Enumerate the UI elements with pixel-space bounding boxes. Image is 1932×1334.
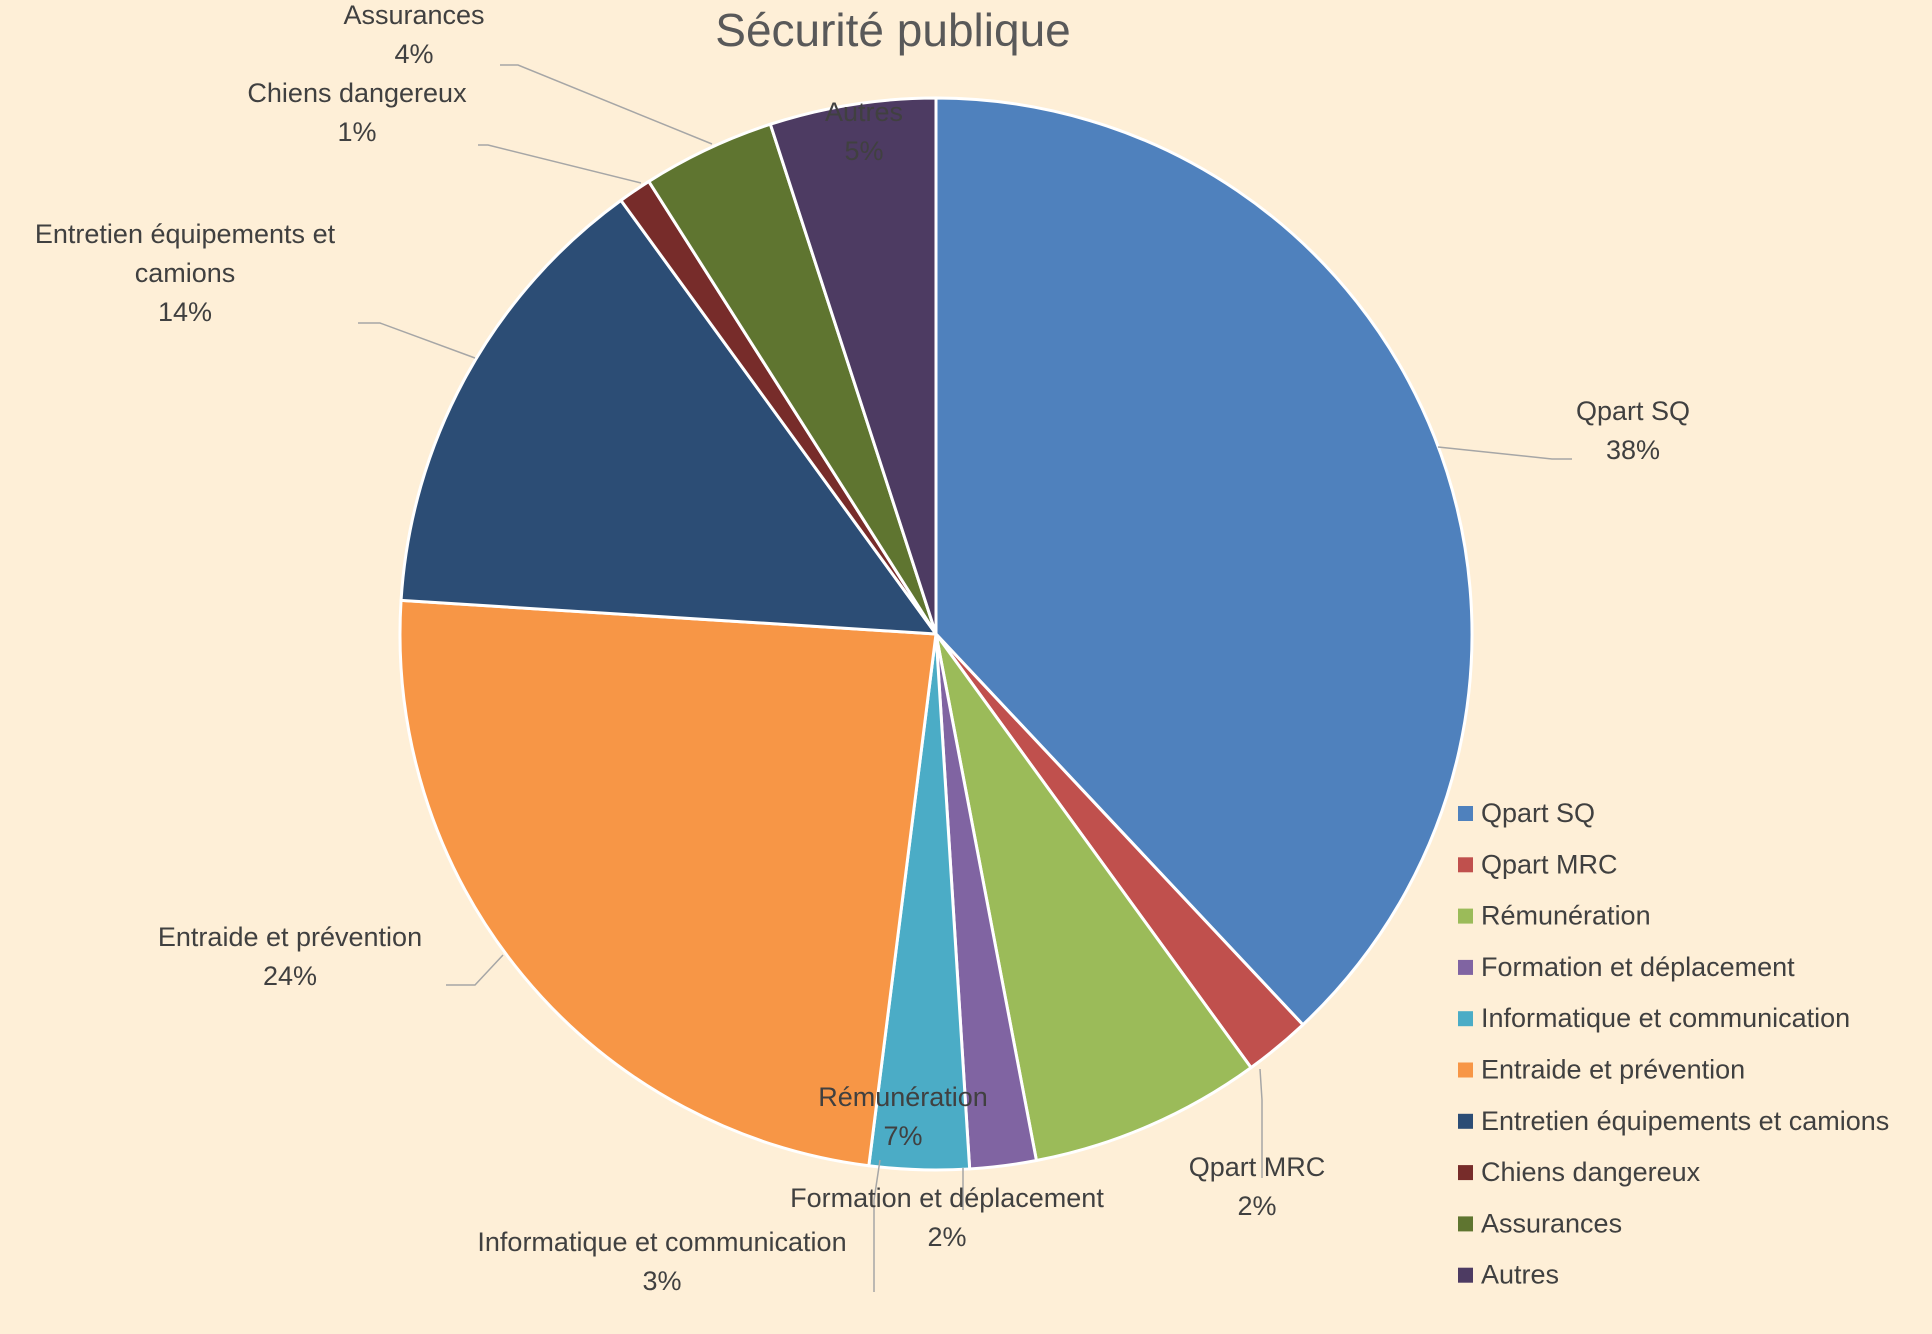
data-label-qpart-mrc: Qpart MRC 2% — [1189, 1152, 1326, 1221]
legend-swatch-remuneration — [1458, 908, 1473, 924]
legend-label-chiens-dangereux: Chiens dangereux — [1481, 1157, 1701, 1187]
pie-slice-entretien-equipements-et-camions — [399, 198, 938, 636]
legend-swatch-qpart-sq — [1458, 806, 1473, 821]
leader-line-entraide-et-prevention — [446, 954, 504, 986]
leader-lines — [358, 64, 1572, 1292]
legend-label-entretien-equipements-et-camions: Entretien équipements et camions — [1481, 1106, 1889, 1136]
leader-line-chiens-dangereux — [478, 144, 642, 184]
leader-line-informatique-et-communication — [873, 1159, 881, 1292]
legend-swatch-assurances — [1458, 1216, 1473, 1232]
pie-slice-remuneration — [934, 632, 1253, 1163]
legend-label-qpart-mrc: Qpart MRC — [1481, 849, 1618, 879]
data-label-formation-et-deplacement: Formation et déplacement 2% — [790, 1183, 1104, 1252]
data-label-informatique-et-communication: Informatique et communication 3% — [477, 1227, 846, 1296]
data-label-autres: Autres 5% — [825, 97, 903, 166]
leader-line-assurances — [500, 64, 713, 145]
data-label-entretien-equipements-et-camions: Entretien équipements et camions 14% — [35, 219, 336, 327]
legend-swatch-informatique-et-communication — [1458, 1011, 1473, 1027]
legend-label-entraide-et-prevention: Entraide et prévention — [1481, 1055, 1745, 1085]
data-labels: Qpart SQ 38% Qpart MRC 2% Rémunération 7% Form… — [35, 0, 1690, 1296]
legend-label-remuneration: Rémunération — [1481, 901, 1651, 931]
pie-slice-autres — [768, 96, 938, 636]
legend: Qpart SQ Qpart MRC Rémunération Formation e… — [1458, 798, 1889, 1290]
legend-label-informatique-et-communication: Informatique et communication — [1481, 1003, 1850, 1033]
data-label-remuneration: Rémunération 7% — [818, 1082, 988, 1151]
legend-label-autres: Autres — [1481, 1260, 1559, 1290]
legend-label-qpart-sq: Qpart SQ — [1481, 798, 1595, 828]
legend-swatch-formation-et-deplacement — [1458, 959, 1473, 975]
data-label-chiens-dangereux: Chiens dangereux 1% — [247, 78, 467, 147]
legend-swatch-entraide-et-prevention — [1458, 1062, 1473, 1078]
legend-swatch-entretien-equipements-et-camions — [1458, 1113, 1473, 1129]
pie-slice-entraide-et-prevention — [398, 598, 938, 1168]
legend-swatch-autres — [1458, 1267, 1473, 1283]
data-label-qpart-sq: Qpart SQ 38% — [1576, 396, 1690, 465]
legend-swatch-qpart-mrc — [1458, 857, 1473, 873]
pie-slices — [398, 96, 1474, 1172]
pie-slice-qpart-sq — [934, 96, 1474, 1027]
data-label-entraide-et-prevention: Entraide et prévention 24% — [158, 922, 422, 991]
legend-swatch-chiens-dangereux — [1458, 1165, 1473, 1181]
leader-line-qpart-mrc — [1259, 1068, 1263, 1178]
leader-line-entretien-equipements-et-camions — [358, 322, 476, 359]
leader-line-qpart-sq — [1437, 446, 1572, 460]
chart-title: Sécurité publique — [715, 4, 1070, 56]
legend-label-formation-et-deplacement: Formation et déplacement — [1481, 952, 1795, 982]
data-label-assurances: Assurances 4% — [343, 0, 484, 69]
legend-label-assurances: Assurances — [1481, 1208, 1622, 1238]
